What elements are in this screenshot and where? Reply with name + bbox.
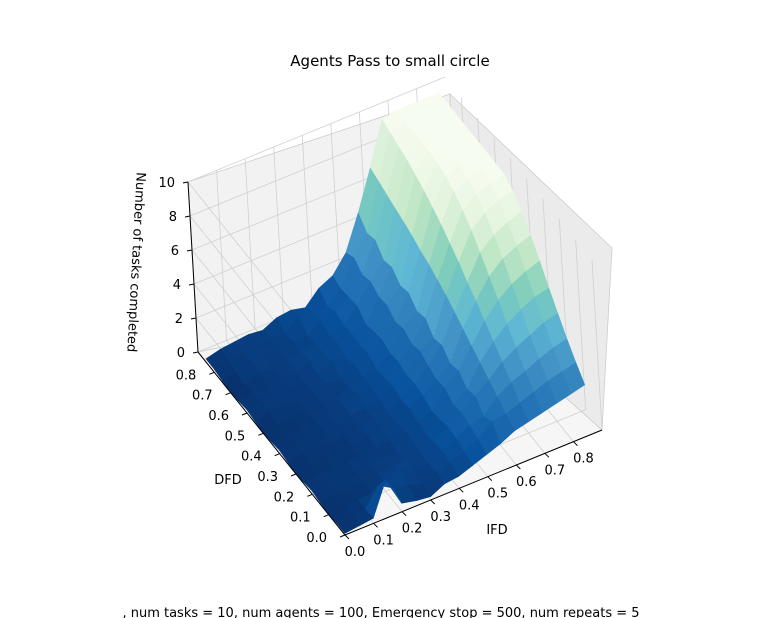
z-tick-label: 10	[158, 176, 175, 191]
x-tick-mark	[401, 511, 407, 517]
y-tick-mark	[225, 392, 231, 396]
x-axis-label: IFD	[486, 523, 507, 538]
x-tick-label: 0.4	[459, 498, 480, 513]
axis-lines	[187, 181, 603, 536]
y-tick-mark	[209, 371, 215, 375]
y-tick-mark	[290, 473, 297, 477]
x-tick-mark	[344, 534, 350, 540]
y-tick-label: 0.2	[274, 490, 295, 505]
z-tick-mark	[188, 283, 195, 286]
z-tick-mark	[184, 215, 191, 218]
x-tick-label: 0.7	[545, 463, 566, 478]
z-tick-mark	[190, 317, 197, 320]
grid-line	[591, 259, 603, 431]
y-tick-label: 0.6	[208, 409, 229, 424]
y-tick-label: 0.3	[257, 470, 278, 485]
y-axis-line	[197, 351, 346, 536]
x-tick-label: 0.5	[487, 487, 508, 502]
y-tick-mark	[307, 493, 313, 497]
x-axis-ticks: 0.0 0.1 0.2 0.3 0.4 0.5 0.6 0.7 0.8	[344, 441, 594, 560]
y-tick-label: 0.4	[241, 450, 262, 465]
chart-title: Agents Pass to small circle	[290, 52, 489, 70]
x-tick-mark	[430, 499, 436, 505]
z-tick-label: 8	[169, 210, 177, 225]
x-tick-label: 0.6	[516, 475, 537, 490]
z-tick-label: 4	[173, 278, 181, 293]
grid-line	[187, 76, 446, 183]
z-axis-ticks: 0 2 4 6 8 10	[158, 176, 199, 361]
y-tick-label: 0.0	[306, 531, 327, 546]
y-tick-label: 0.7	[192, 389, 213, 404]
x-tick-mark	[515, 464, 521, 470]
y-tick-mark	[274, 453, 280, 457]
grid-line	[575, 239, 587, 410]
y-tick-label: 0.1	[290, 511, 311, 526]
z-tick-label: 2	[175, 312, 183, 327]
y-tick-label: 0.8	[176, 368, 197, 383]
z-tick-mark	[182, 181, 189, 184]
z-tick-mark	[186, 249, 193, 252]
grid-line	[244, 158, 256, 329]
surface-plot	[205, 92, 586, 534]
x-tick-mark	[487, 476, 493, 482]
y-tick-mark	[323, 514, 329, 518]
y-axis-ticks: 0.0 0.1 0.2 0.3 0.4 0.5 0.6 0.7 0.8	[176, 368, 346, 546]
z-tick-label: 6	[171, 244, 179, 259]
x-tick-label: 0.1	[373, 533, 394, 548]
x-tick-label: 0.8	[573, 452, 594, 467]
y-tick-mark	[258, 432, 264, 436]
x-tick-label: 0.3	[430, 510, 451, 525]
y-tick-mark	[241, 412, 248, 416]
x-tick-mark	[458, 487, 464, 493]
x-axis-line	[344, 429, 603, 536]
x-tick-label: 0.2	[402, 522, 423, 537]
y-axis-label: DFD	[214, 473, 242, 488]
x-tick-mark	[544, 452, 550, 458]
grid-line	[301, 135, 313, 306]
z-axis-line	[187, 181, 199, 353]
footer-caption: , num tasks = 10, num agents = 100, Emer…	[122, 606, 639, 618]
y-tick-label: 0.5	[225, 429, 246, 444]
grid-line	[273, 146, 285, 318]
surface-facet	[336, 513, 360, 534]
x-tick-mark	[573, 441, 578, 447]
y-tick-mark	[339, 534, 346, 538]
z-axis-label: Number of tasks completed	[123, 172, 147, 353]
z-tick-mark	[192, 351, 199, 354]
x-tick-mark	[373, 522, 378, 528]
z-tick-label: 0	[177, 346, 185, 361]
x-tick-label: 0.0	[345, 545, 366, 560]
